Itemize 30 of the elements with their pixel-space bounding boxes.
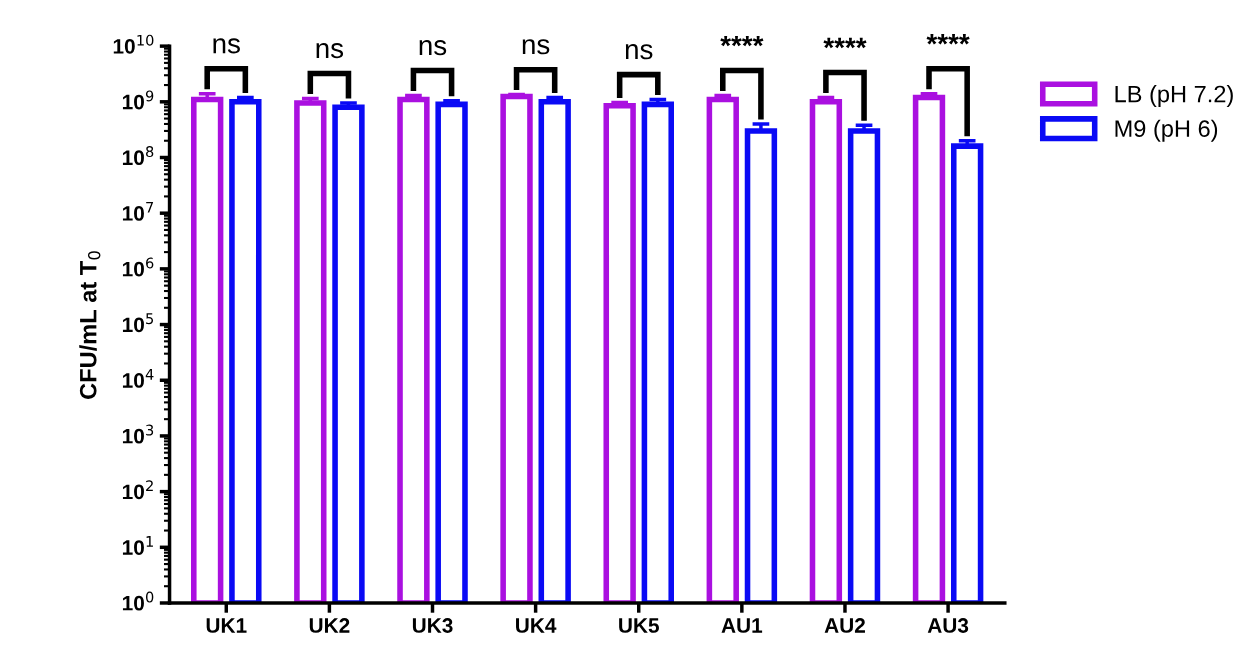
x-tick-label: UK1	[206, 618, 247, 633]
y-tick-label: 10$^{4}$	[122, 369, 154, 388]
annotation: ns	[625, 44, 653, 60]
annotation: ****	[720, 35, 764, 47]
annotation: ns	[316, 43, 344, 59]
x-tick-label: AU2	[824, 618, 865, 633]
x-tick-label: UK5	[619, 618, 659, 633]
annotation: ns	[213, 38, 240, 54]
x-tick-label: UK4	[516, 618, 557, 633]
y-tick-label: 10$^{7}$	[122, 201, 154, 221]
y-tick-label: 10$^{1}$	[122, 536, 153, 555]
y-tick-label: 10$^{2}$	[122, 480, 153, 500]
y-tick-label: 10$^{9}$	[122, 90, 154, 110]
y-axis-title: CFU/mL at T$_{0}$	[79, 251, 101, 399]
y-tick-label: 10$^{3}$	[122, 424, 154, 444]
y-tick-label: 10$^{5}$	[122, 313, 154, 333]
y-tick-label: 10$^{6}$	[122, 257, 154, 277]
y-tick-label: 10$^{0}$	[122, 591, 154, 611]
x-tick-label: UK3	[412, 618, 453, 633]
y-tick-label: 10$^{10}$	[113, 34, 154, 54]
text: ****	[926, 34, 970, 45]
legend-label: M9 (pH 6)	[1115, 119, 1218, 142]
legend-label: LB (pH 7.2)	[1115, 85, 1233, 108]
x-tick-label: AU3	[927, 618, 969, 633]
annotation: ns	[522, 39, 550, 55]
annotation: ns	[419, 40, 447, 56]
x-tick-label: AU1	[721, 618, 763, 633]
x-tick-label: UK2	[309, 618, 350, 633]
y-tick-label: 10$^{8}$	[122, 146, 154, 166]
annotation: ****	[823, 37, 867, 49]
